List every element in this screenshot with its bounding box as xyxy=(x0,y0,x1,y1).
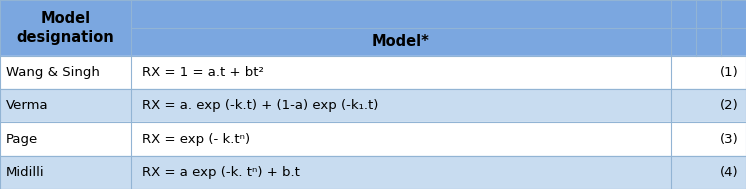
Text: Model
designation: Model designation xyxy=(16,11,114,45)
Bar xyxy=(0,122,746,156)
Text: RX = a exp (-k. tⁿ) + b.t: RX = a exp (-k. tⁿ) + b.t xyxy=(142,166,300,179)
Bar xyxy=(0,56,746,89)
Text: (2): (2) xyxy=(720,99,739,112)
Text: (4): (4) xyxy=(720,166,739,179)
Text: Wang & Singh: Wang & Singh xyxy=(6,66,100,79)
Text: RX = 1 = a.t + bt²: RX = 1 = a.t + bt² xyxy=(142,66,263,79)
Bar xyxy=(0,0,746,56)
Text: (3): (3) xyxy=(720,132,739,146)
Text: (1): (1) xyxy=(720,66,739,79)
Text: Midilli: Midilli xyxy=(6,166,45,179)
Bar xyxy=(0,156,746,189)
Text: Verma: Verma xyxy=(6,99,48,112)
Text: Page: Page xyxy=(6,132,38,146)
Text: RX = a. exp (-k.t) + (1-a) exp (-k₁.t): RX = a. exp (-k.t) + (1-a) exp (-k₁.t) xyxy=(142,99,378,112)
Text: RX = exp (- k.tⁿ): RX = exp (- k.tⁿ) xyxy=(142,132,250,146)
Text: Model*: Model* xyxy=(372,34,430,49)
Bar xyxy=(0,89,746,122)
